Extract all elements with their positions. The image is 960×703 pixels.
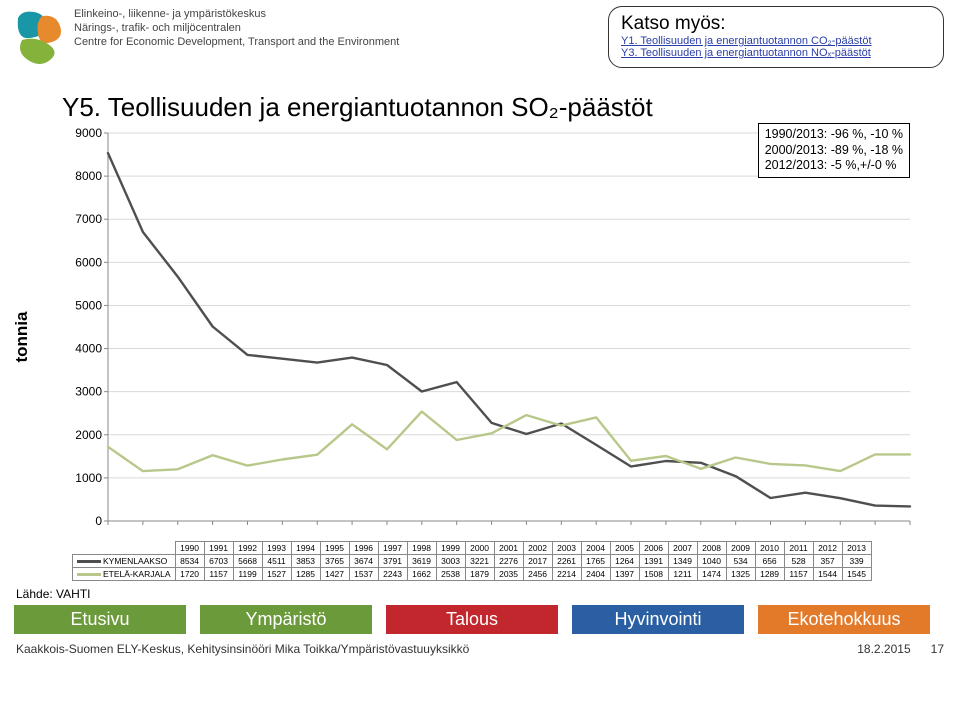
svg-text:4000: 4000 bbox=[75, 342, 102, 356]
see-also-link-2[interactable]: Y3. Teollisuuden ja energiantuotannon NO… bbox=[621, 47, 931, 59]
nav-talous[interactable]: Talous bbox=[386, 605, 558, 634]
line-chart: 0 1000 2000 3000 4000 5000 6000 7000 8000 9000 bbox=[60, 127, 920, 547]
svg-text:2000: 2000 bbox=[75, 428, 102, 442]
nav-ekotehokkuus[interactable]: Ekotehokkuus bbox=[758, 605, 930, 634]
see-also-link-1[interactable]: Y1. Teollisuuden ja energiantuotannon CO… bbox=[621, 35, 931, 47]
nav-etusivu[interactable]: Etusivu bbox=[14, 605, 186, 634]
chart-y-axis-label: tonnia bbox=[12, 312, 32, 363]
svg-text:8000: 8000 bbox=[75, 169, 102, 183]
org-name-sv: Närings-, trafik- och miljöcentralen bbox=[74, 22, 399, 36]
org-name-fi: Elinkeino-, liikenne- ja ympäristökeskus bbox=[74, 8, 399, 22]
see-also-title: Katso myös: bbox=[621, 13, 931, 35]
page-title: Y5. Teollisuuden ja energiantuotannon SO… bbox=[0, 68, 960, 127]
svg-text:6000: 6000 bbox=[75, 255, 102, 269]
svg-text:9000: 9000 bbox=[75, 127, 102, 140]
chart-stats-box: 1990/2013: -96 %, -10 % 2000/2013: -89 %… bbox=[758, 123, 910, 178]
footer: Kaakkois-Suomen ELY-Keskus, Kehitysinsin… bbox=[0, 634, 960, 656]
footer-left: Kaakkois-Suomen ELY-Keskus, Kehitysinsin… bbox=[16, 642, 469, 656]
chart-area: tonnia 1990/2013: -96 %, -10 % 2000/2013… bbox=[60, 127, 920, 547]
svg-text:0: 0 bbox=[95, 514, 102, 528]
svg-text:3000: 3000 bbox=[75, 385, 102, 399]
logo-block: Elinkeino-, liikenne- ja ympäristökeskus… bbox=[0, 8, 399, 68]
logo-icon bbox=[12, 8, 66, 68]
nav-ympäristö[interactable]: Ympäristö bbox=[200, 605, 372, 634]
svg-text:1000: 1000 bbox=[75, 471, 102, 485]
org-name-en: Centre for Economic Development, Transpo… bbox=[74, 36, 399, 50]
footer-date: 18.2.2015 bbox=[857, 642, 910, 656]
svg-text:7000: 7000 bbox=[75, 212, 102, 226]
svg-text:5000: 5000 bbox=[75, 298, 102, 312]
source-label: Lähde: VAHTI bbox=[0, 581, 960, 603]
see-also-box: Katso myös: Y1. Teollisuuden ja energian… bbox=[608, 6, 944, 68]
footer-page: 17 bbox=[931, 642, 944, 656]
nav-bar: Etusivu Ympäristö Talous Hyvinvointi Ekoteho… bbox=[0, 603, 960, 634]
nav-hyvinvointi[interactable]: Hyvinvointi bbox=[572, 605, 744, 634]
